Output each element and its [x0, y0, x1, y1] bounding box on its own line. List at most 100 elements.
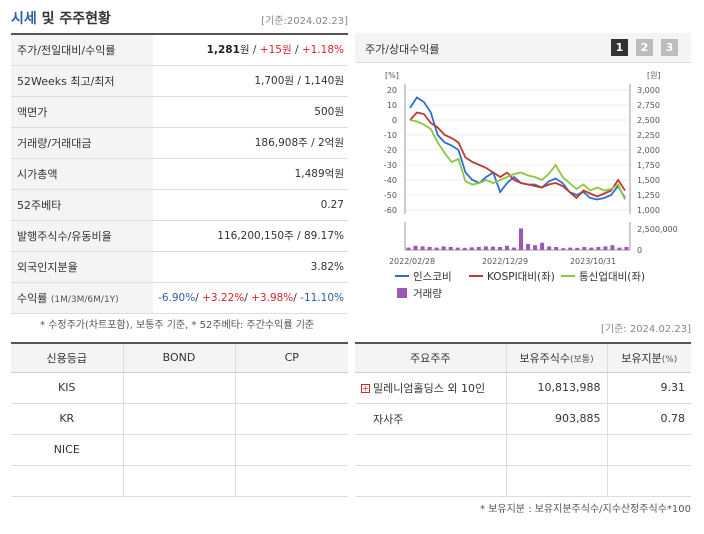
table-row: 시가총액 1,489억원	[11, 158, 348, 189]
table-row: 자사주 903,885 0.78	[355, 403, 691, 435]
volume-bar	[406, 247, 411, 250]
table-row: 액면가 500원	[11, 96, 348, 127]
right-tick-label: 1,500	[637, 176, 660, 185]
base-date: [기준:2024.02.23]	[261, 16, 348, 27]
volume-bar	[526, 244, 531, 250]
stock-chart: [%] [원] 20 3,000 10 2,750 0 2,500 -10 2,250 -20 2,0…	[384, 71, 678, 300]
legend-label: 거래량	[413, 288, 442, 300]
price-change: +15	[259, 44, 282, 57]
volume-bar	[448, 247, 453, 250]
volume-bar	[427, 247, 432, 250]
volume-bar	[455, 247, 460, 250]
volume-bar	[575, 247, 580, 250]
left-tick-label: 20	[387, 86, 397, 95]
table-row: + 밀레니엄홀딩스 외 10인 10,813,988 9.31	[355, 372, 691, 404]
table-row	[355, 465, 691, 497]
volume-bar	[476, 247, 481, 250]
chart-button-1[interactable]: 1	[611, 39, 628, 56]
shareholder-table: 주요주주 보유주식수(보통) 보유지분(%) + 밀레니엄홀딩스 외 10인 10…	[355, 342, 691, 497]
left-tick-label: -50	[384, 191, 397, 200]
volume-bar	[596, 247, 601, 250]
table-row: 외국인지분율 3.82%	[11, 251, 348, 282]
left-tick-label: 10	[387, 101, 397, 110]
legend-label: 통신업대비(좌)	[579, 270, 645, 283]
expand-icon[interactable]: +	[361, 384, 370, 393]
table-row	[11, 465, 348, 497]
credit-rating-table: 신용등급 BOND CP KIS KR NICE	[11, 342, 348, 497]
x-tick-label: 2022/02/28	[389, 257, 435, 266]
left-tick-label: -60	[384, 206, 397, 215]
legend-swatch	[397, 288, 407, 298]
right-tick-label: 1,250	[637, 191, 660, 200]
table-row: 수익률 (1M/3M/6M/1Y) -6.90%/ +3.22%/ +3.98%…	[11, 282, 348, 313]
volume-bar	[490, 246, 495, 250]
volume-bar	[504, 245, 509, 250]
right-tick-label: 1,750	[637, 161, 660, 170]
volume-bar	[603, 246, 608, 250]
volume-bar	[469, 247, 474, 250]
volume-bar	[547, 246, 552, 250]
left-tick-label: -20	[384, 146, 397, 155]
chart-title: 주가/상대수익률	[365, 43, 440, 56]
volume-bar	[589, 247, 594, 250]
chart-button-2[interactable]: 2	[636, 39, 653, 56]
left-tick-label: 0	[392, 116, 397, 125]
table-row	[355, 434, 691, 466]
volume-bar	[554, 247, 559, 250]
volume-bar	[434, 247, 439, 250]
right-tick-label: 2,000	[637, 146, 660, 155]
legend-label: 인스코비	[413, 271, 452, 283]
volume-bar	[610, 245, 615, 250]
volume-bar	[511, 247, 516, 250]
holder-date: [기준: 2024.02.23]	[600, 324, 691, 335]
right-tick-label: 3,000	[637, 86, 660, 95]
holder-name[interactable]: 밀레니엄홀딩스 외 10인	[373, 381, 486, 395]
volume-tick-label: 0	[637, 246, 642, 255]
x-tick-label: 2023/10/31	[570, 257, 616, 266]
right-tick-label: 1,000	[637, 206, 660, 215]
price-table: 주가/전일대비/수익률 1,281원 / +15원 / +1.18% 52Wee…	[11, 33, 348, 314]
left-tick-label: -10	[384, 131, 397, 140]
right-tick-label: 2,750	[637, 101, 660, 110]
section-title: 시세 및 주주현황	[11, 11, 111, 27]
legend-label: KOSPI대비(좌)	[487, 271, 555, 283]
volume-bar	[540, 242, 545, 250]
volume-bar	[420, 246, 425, 250]
table-row: KIS	[11, 372, 348, 404]
table-row: 52Weeks 최고/최저 1,700원 / 1,140원	[11, 65, 348, 96]
table-row: 52주베타 0.27	[11, 189, 348, 220]
volume-bar	[497, 247, 502, 250]
left-axis-label: [%]	[385, 71, 399, 80]
row-label: 주가/전일대비/수익률	[11, 34, 153, 65]
table-row: 주가/전일대비/수익률 1,281원 / +15원 / +1.18%	[11, 34, 348, 65]
series-line-2	[409, 119, 626, 200]
volume-bar	[462, 247, 467, 250]
current-price: 1,281	[206, 44, 240, 57]
series-line-1	[409, 111, 626, 200]
x-tick-label: 2022/12/29	[482, 257, 528, 266]
right-tick-label: 2,250	[637, 131, 660, 140]
table-row: KR	[11, 403, 348, 435]
right-axis-label: [원]	[647, 71, 661, 80]
volume-tick-label: 2,500,000	[637, 225, 678, 234]
table-row: 거래량/거래대금 186,908주 / 2억원	[11, 127, 348, 158]
series-line-0	[409, 96, 626, 201]
footer-note: * 보유지분 : 보유지분주식수/지수산정주식수*100	[480, 504, 691, 515]
price-rate: +1.18%	[301, 44, 344, 57]
price-note: * 수정주가(차트포함), 보통주 기준, * 52주베타: 주간수익률 기준	[40, 320, 315, 331]
left-tick-label: -40	[384, 176, 397, 185]
volume-bar	[561, 248, 566, 250]
volume-bar	[533, 245, 538, 250]
table-row: 발행주식수/유동비율 116,200,150주 / 89.17%	[11, 220, 348, 251]
volume-bar	[519, 228, 524, 250]
chart-button-3[interactable]: 3	[661, 39, 678, 56]
right-tick-label: 2,500	[637, 116, 660, 125]
left-tick-label: -30	[384, 161, 397, 170]
volume-bar	[617, 247, 622, 250]
volume-bar	[582, 247, 587, 250]
volume-bar	[413, 245, 418, 250]
volume-bar	[624, 247, 629, 250]
volume-bar	[568, 247, 573, 250]
volume-bar	[441, 246, 446, 250]
chart-header	[355, 33, 691, 63]
